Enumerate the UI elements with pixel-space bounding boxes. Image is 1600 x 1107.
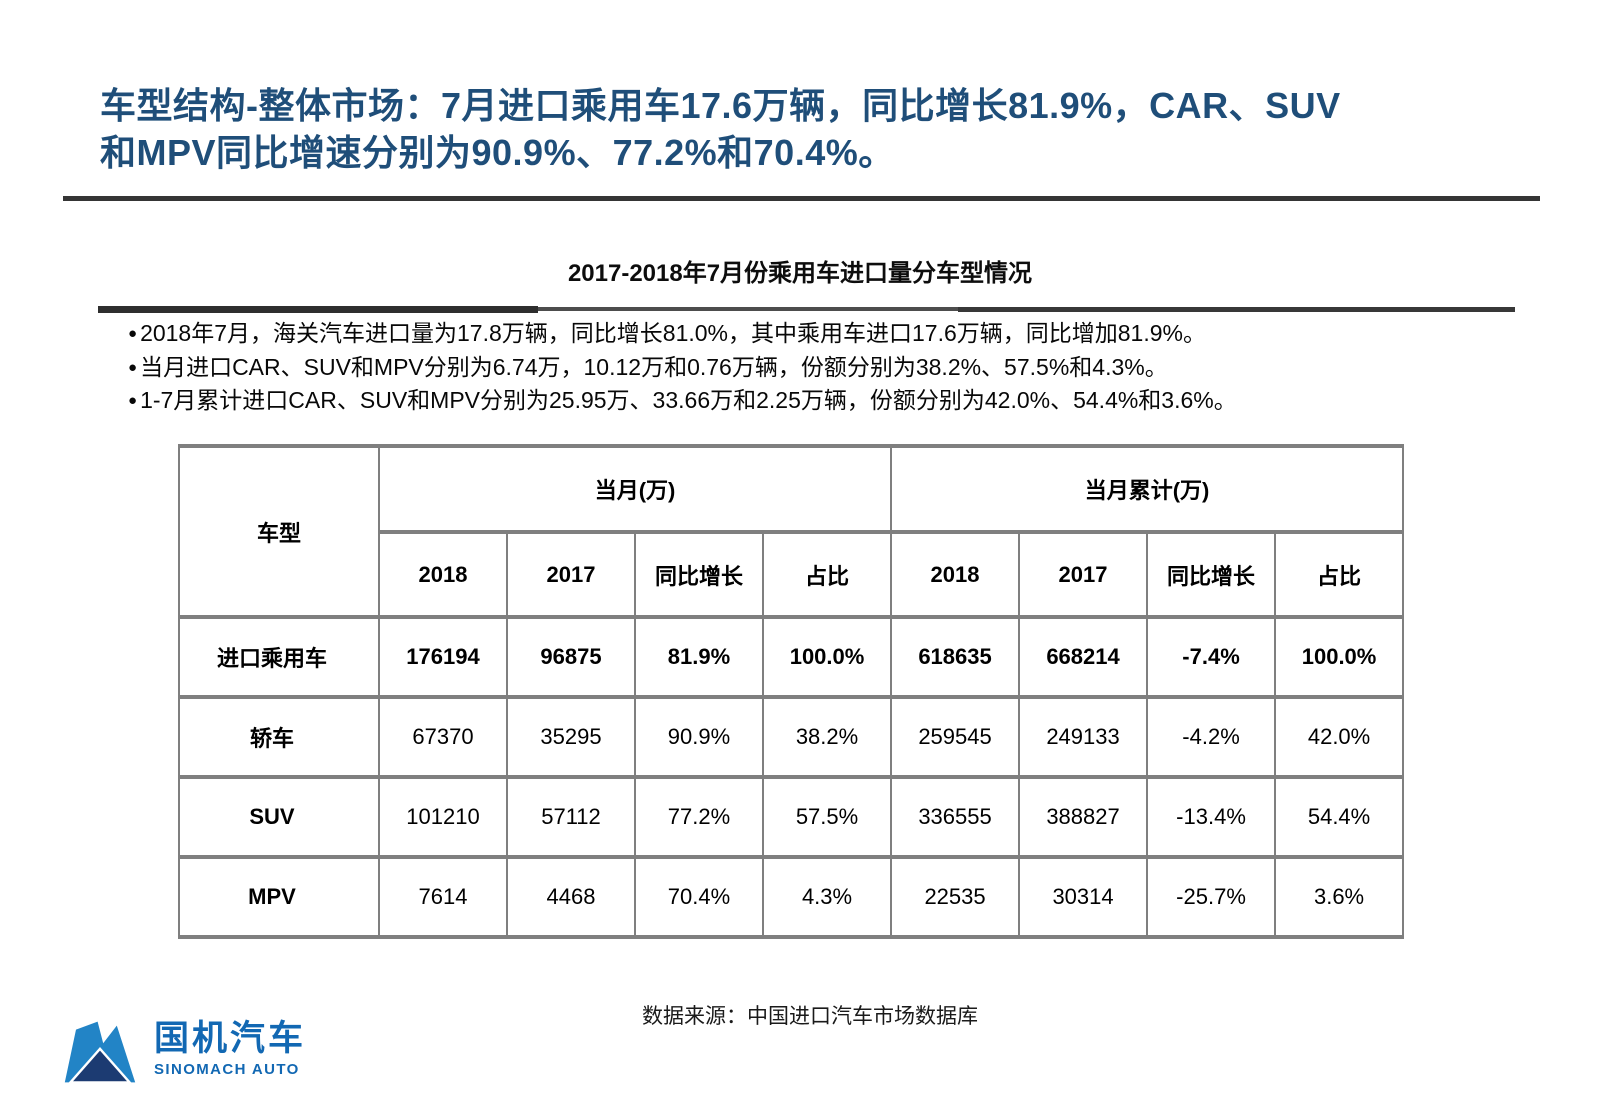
row-label: 轿车 (178, 695, 380, 779)
table-cell: 30314 (1018, 855, 1149, 939)
bullet-item: ● 1-7月累计进口CAR、SUV和MPV分别为25.95万、33.66万和2.2… (128, 384, 1237, 418)
table-row: 进口乘用车 176194 96875 81.9% 100.0% 618635 6… (178, 615, 1405, 699)
bullet-dot: ● (128, 392, 138, 409)
import-volume-table: 车型 当月(万) 当月累计(万) 2018 2017 同比增长 占比 2018 … (178, 444, 1405, 939)
row-label: MPV (178, 855, 380, 939)
table-cell: -4.2% (1146, 695, 1277, 779)
bullet-item: ● 当月进口CAR、SUV和MPV分别为6.74万，10.12万和0.76万辆，份… (128, 351, 1237, 385)
table-caption: 2017-2018年7月份乘用车进口量分车型情况 (567, 260, 1033, 287)
caption-divider-segment (958, 306, 1515, 312)
table-cell: 4468 (506, 855, 636, 939)
bullet-dot: ● (128, 358, 138, 376)
column-header: 2018 (378, 530, 508, 619)
page-title-line2: 和MPV同比增速分别为90.9%、77.2%和70.4%。 (100, 132, 895, 173)
caption-divider (98, 305, 1515, 313)
table-cell: 388827 (1018, 775, 1149, 859)
bullet-text: 1-7月累计进口CAR、SUV和MPV分别为25.95万、33.66万和2.25… (140, 387, 1237, 413)
logo-text-en: SINOMACH AUTO (154, 1061, 300, 1078)
bullet-dot: ● (128, 325, 138, 342)
column-header: 占比 (761, 530, 893, 619)
table-cell: 668214 (1018, 615, 1149, 699)
data-source: 数据来源：中国进口汽车市场数据库 (642, 1005, 978, 1028)
table-row: MPV 7614 4468 70.4% 4.3% 22535 30314 -25… (178, 855, 1405, 939)
table-cell: 96875 (506, 615, 636, 699)
table-cell: 249133 (1018, 695, 1149, 779)
table-row: 轿车 67370 35295 90.9% 38.2% 259545 249133… (178, 695, 1405, 779)
table-cell: 100.0% (761, 615, 893, 699)
row-label: 进口乘用车 (178, 615, 380, 699)
table-cell: 42.0% (1274, 695, 1405, 779)
bullet-list: ● 2018年7月，海关汽车进口量为17.8万辆，同比增长81.0%，其中乘用车进… (128, 317, 1237, 418)
group-header-cumulative: 当月累计(万) (890, 444, 1405, 534)
page-title: 车型结构-整体市场：7月进口乘用车17.6万辆，同比增长81.9%，CAR、SU… (100, 82, 1341, 176)
title-divider (63, 196, 1540, 201)
row-label: SUV (178, 775, 380, 859)
column-header: 2017 (1018, 530, 1149, 619)
table-cell: 3.6% (1274, 855, 1405, 939)
table-cell: 336555 (890, 775, 1021, 859)
table-cell: 259545 (890, 695, 1021, 779)
column-header: 2018 (890, 530, 1021, 619)
table-cell: 90.9% (634, 695, 764, 779)
table-cell: 7614 (378, 855, 508, 939)
table-cell: 38.2% (761, 695, 893, 779)
table-cell: 176194 (378, 615, 508, 699)
table-cell: 70.4% (634, 855, 764, 939)
page-title-line1: 车型结构-整体市场：7月进口乘用车17.6万辆，同比增长81.9%，CAR、SU… (100, 85, 1341, 126)
table-cell: 100.0% (1274, 615, 1405, 699)
logo-texts: 国机汽车 SINOMACH AUTO (154, 1018, 306, 1086)
table-cell: 57112 (506, 775, 636, 859)
table-cell: -25.7% (1146, 855, 1277, 939)
column-header: 占比 (1274, 530, 1405, 619)
table-cell: 618635 (890, 615, 1021, 699)
table-corner-header: 车型 (178, 444, 380, 619)
table-cell: 57.5% (761, 775, 893, 859)
column-header: 同比增长 (1146, 530, 1277, 619)
table-cell: 35295 (506, 695, 636, 779)
table-cell: 4.3% (761, 855, 893, 939)
column-header: 2017 (506, 530, 636, 619)
table-cell: 81.9% (634, 615, 764, 699)
table-cell: 54.4% (1274, 775, 1405, 859)
bullet-text: 当月进口CAR、SUV和MPV分别为6.74万，10.12万和0.76万辆，份额… (140, 353, 1168, 380)
table-cell: 67370 (378, 695, 508, 779)
sinomach-logo: 国机汽车 SINOMACH AUTO (60, 1018, 306, 1086)
table-cell: 101210 (378, 775, 508, 859)
caption-divider-segment (98, 305, 538, 313)
table-cell: -7.4% (1146, 615, 1277, 699)
bullet-item: ● 2018年7月，海关汽车进口量为17.8万辆，同比增长81.0%，其中乘用车进… (128, 317, 1237, 351)
bullet-text: 2018年7月，海关汽车进口量为17.8万辆，同比增长81.0%，其中乘用车进口… (140, 320, 1206, 346)
table-row: SUV 101210 57112 77.2% 57.5% 336555 3888… (178, 775, 1405, 859)
caption-divider-segment (538, 307, 958, 311)
group-header-current-month: 当月(万) (377, 444, 893, 534)
table-group-header-row: 车型 当月(万) 当月累计(万) (178, 444, 1405, 619)
table-subheader-row: 2018 2017 同比增长 占比 2018 2017 同比增长 占比 (179, 530, 1405, 619)
table-cell: 22535 (890, 855, 1021, 939)
logo-text-cn: 国机汽车 (154, 1019, 307, 1058)
table-cell: -13.4% (1146, 775, 1277, 859)
mountain-logo-icon (64, 1021, 136, 1084)
column-header: 同比增长 (634, 530, 764, 619)
table-cell: 77.2% (634, 775, 764, 859)
